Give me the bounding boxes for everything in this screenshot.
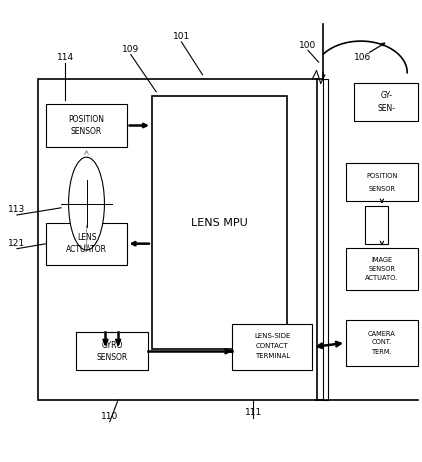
Text: TERM.: TERM. <box>372 349 392 355</box>
Text: 100: 100 <box>300 41 316 50</box>
Bar <box>232 324 312 370</box>
Text: 106: 106 <box>354 54 371 62</box>
Text: 109: 109 <box>122 45 139 54</box>
Bar <box>152 96 287 349</box>
Bar <box>46 223 127 265</box>
Text: LENS: LENS <box>77 233 96 242</box>
Text: 111: 111 <box>245 408 262 417</box>
Bar <box>323 79 328 400</box>
Bar <box>346 248 418 290</box>
Text: SENSOR: SENSOR <box>96 353 127 362</box>
Text: CAMERA: CAMERA <box>368 330 396 336</box>
Bar <box>46 104 127 146</box>
Text: TERMINAL: TERMINAL <box>254 353 290 359</box>
Text: POSITION: POSITION <box>366 173 398 179</box>
Text: GYRO: GYRO <box>101 341 122 350</box>
Text: CONT.: CONT. <box>372 340 392 346</box>
Text: 101: 101 <box>173 32 190 42</box>
Bar <box>346 320 418 366</box>
Text: ACTUATOR: ACTUATOR <box>66 245 107 255</box>
Text: SEN-: SEN- <box>377 104 395 113</box>
Bar <box>365 206 388 243</box>
Text: IMAGE: IMAGE <box>371 257 392 263</box>
Text: SENSOR: SENSOR <box>368 186 395 192</box>
Ellipse shape <box>68 157 105 250</box>
Text: CONTACT: CONTACT <box>256 343 289 349</box>
Text: 114: 114 <box>57 54 74 62</box>
Text: GY-: GY- <box>380 91 392 100</box>
Text: 113: 113 <box>8 206 25 214</box>
Text: SENSOR: SENSOR <box>71 128 102 136</box>
Text: LENS-SIDE: LENS-SIDE <box>254 334 290 340</box>
Bar <box>346 164 418 201</box>
Text: ACTUATO.: ACTUATO. <box>365 275 398 281</box>
Text: 121: 121 <box>8 239 25 248</box>
Bar <box>354 83 418 122</box>
Text: POSITION: POSITION <box>68 115 105 124</box>
Text: 110: 110 <box>101 412 118 421</box>
Text: SENSOR: SENSOR <box>368 266 395 272</box>
Bar <box>38 79 317 400</box>
Text: LENS MPU: LENS MPU <box>191 218 248 228</box>
Bar <box>76 332 148 370</box>
